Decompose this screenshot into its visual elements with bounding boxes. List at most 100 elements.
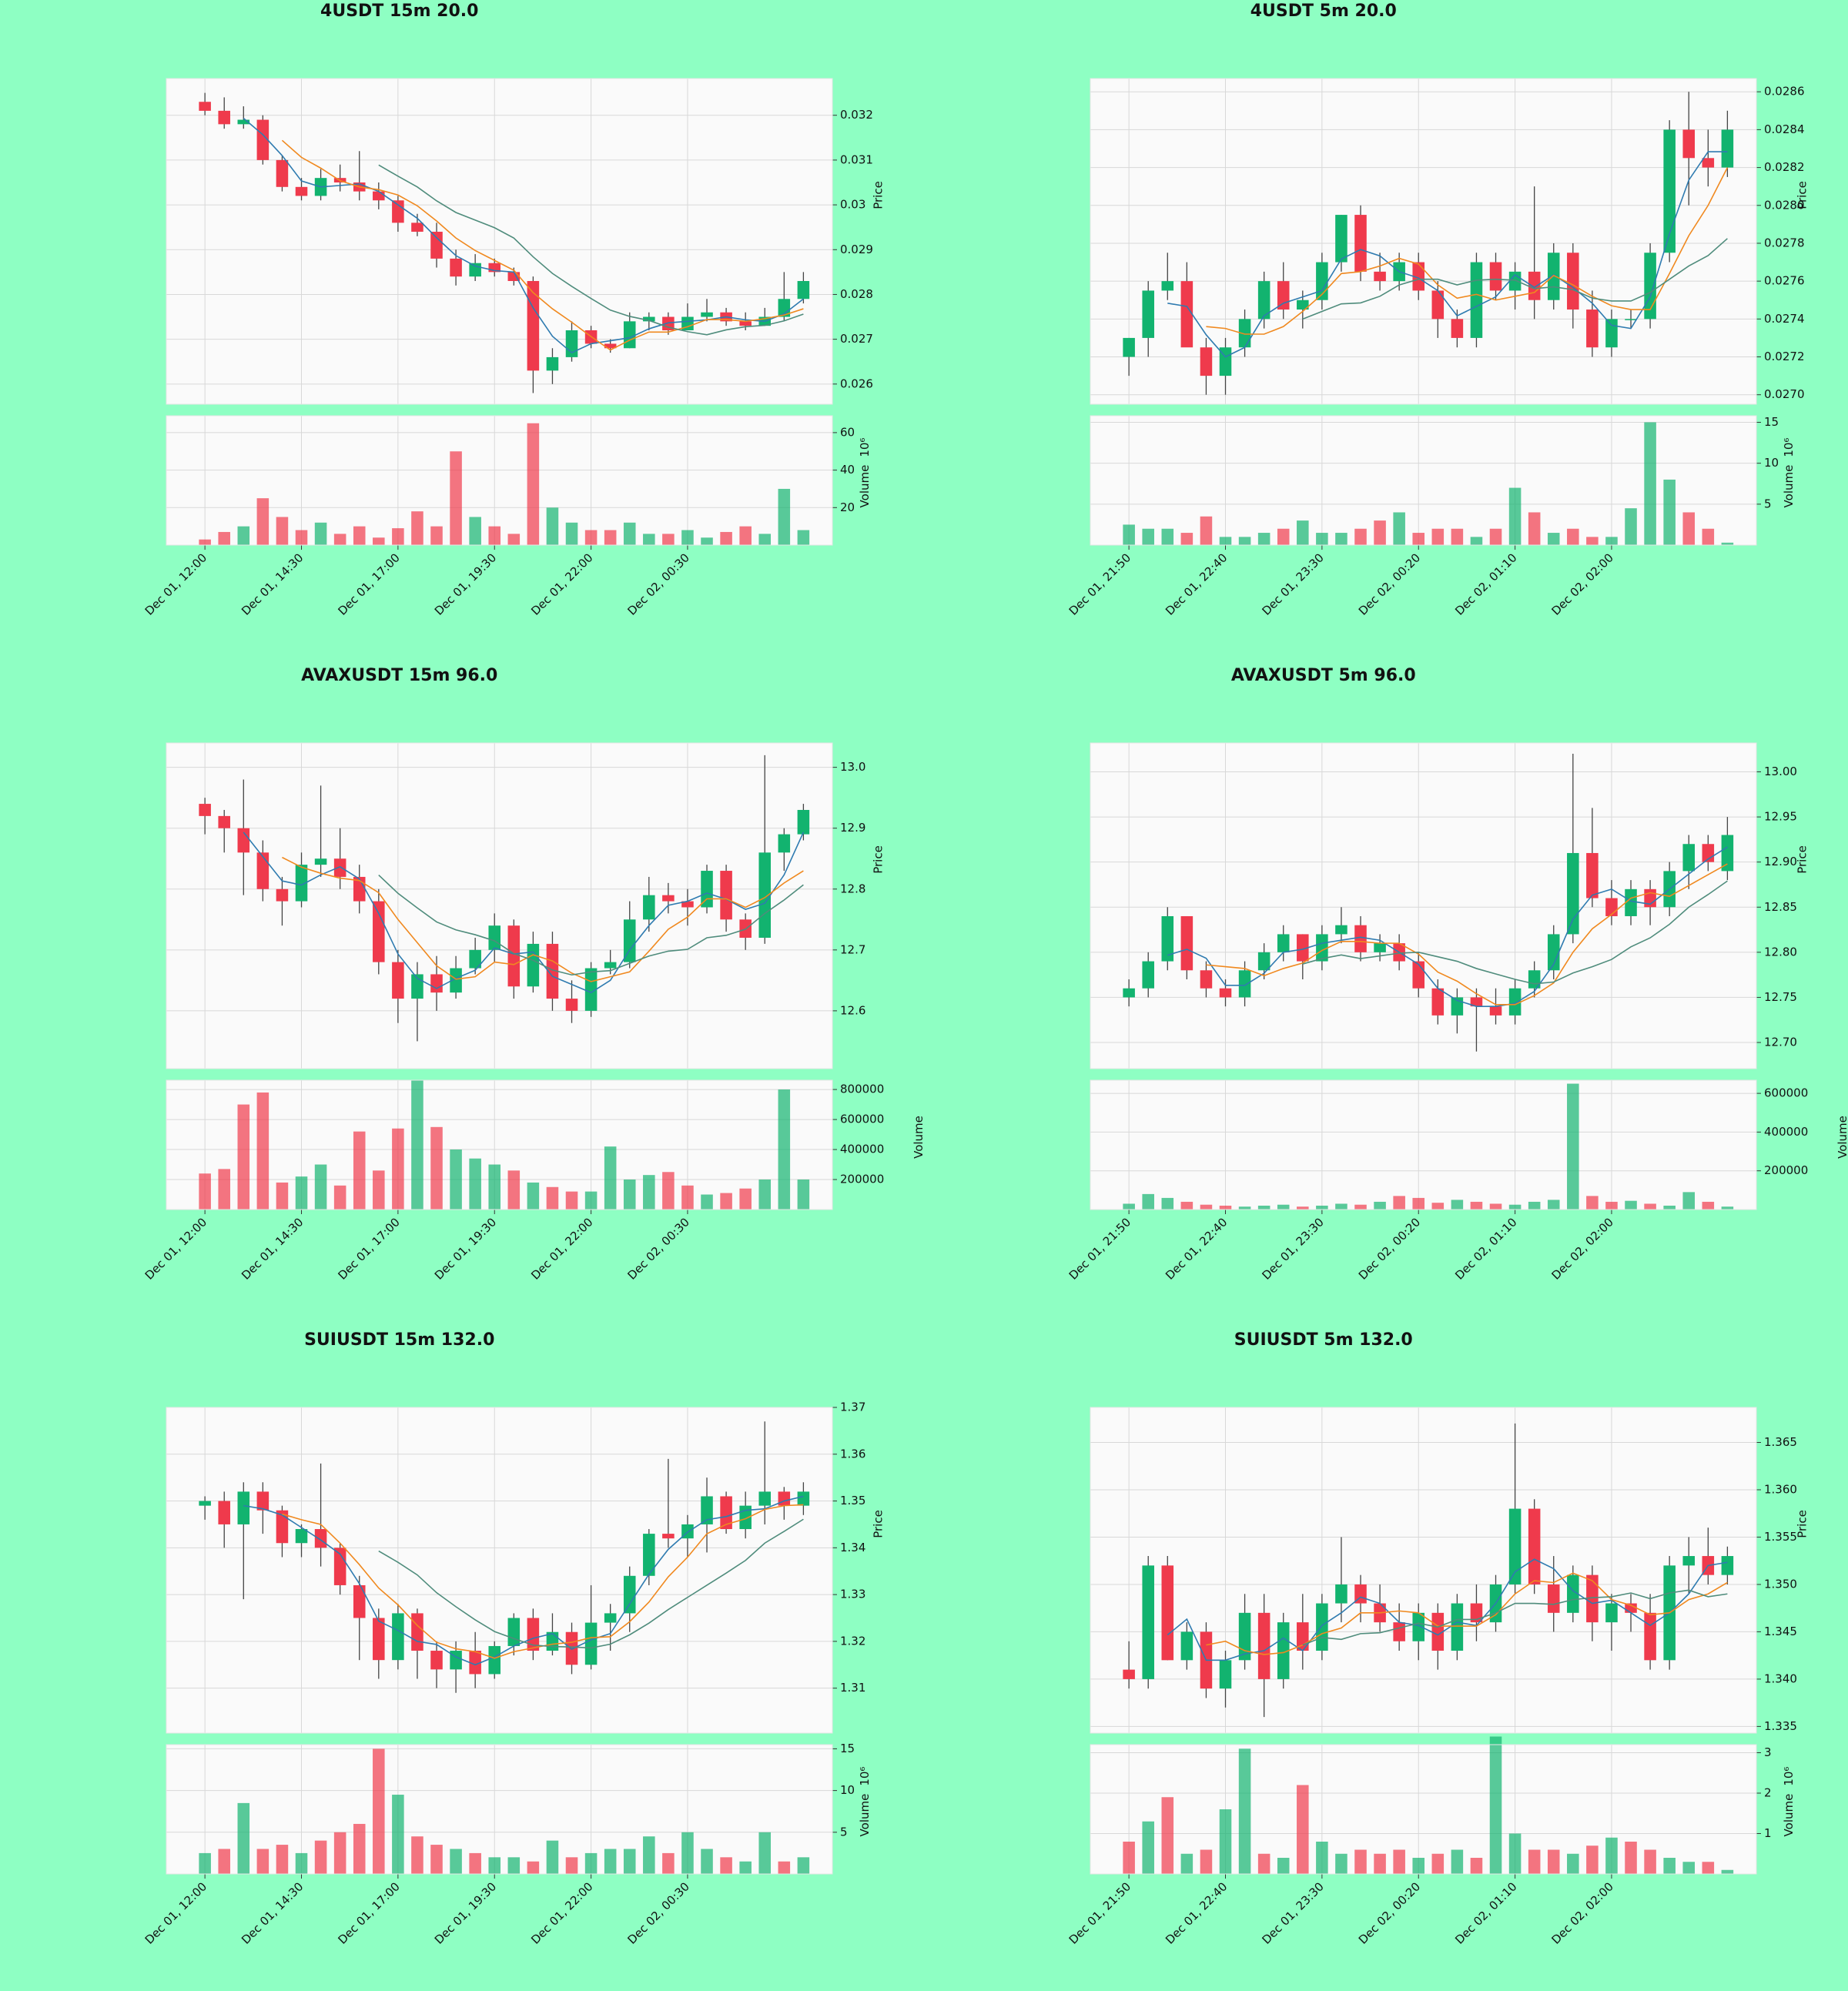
- candle-body: [739, 321, 752, 326]
- moving-average-line: [1167, 151, 1728, 358]
- volume-bar: [1431, 1203, 1445, 1210]
- volume-bar: [1682, 512, 1696, 545]
- candle-body: [1702, 158, 1715, 168]
- volume-bar: [237, 1802, 250, 1874]
- moving-average-line: [281, 139, 804, 351]
- volume-bar: [199, 539, 211, 545]
- volume-bar: [720, 1193, 732, 1210]
- volume-bar: [1297, 1785, 1309, 1874]
- y-tick-label: 0.027: [840, 332, 873, 346]
- volume-bar: [1123, 524, 1135, 545]
- volume-bar: [527, 1182, 540, 1210]
- volume-axis-label: Volume 10⁶: [858, 1767, 872, 1837]
- y-tick-label: 800000: [840, 1083, 884, 1096]
- volume-bar: [1663, 1858, 1676, 1874]
- x-tick-label: Dec 02, 00:30: [625, 1215, 692, 1282]
- candle-body: [1682, 129, 1696, 159]
- y-tick-label: 0.0282: [1764, 160, 1805, 174]
- candle-body: [1316, 934, 1328, 962]
- candle-body: [1257, 952, 1270, 971]
- candle-body: [1625, 888, 1637, 916]
- y-tick-label: 60: [840, 425, 855, 439]
- volume-bar: [276, 517, 289, 545]
- candle-body: [1682, 844, 1696, 872]
- price-panel: [166, 79, 832, 404]
- volume-bar: [527, 423, 540, 545]
- x-tick-label: Dec 01, 21:50: [1066, 1879, 1133, 1946]
- volume-bar: [797, 1857, 810, 1874]
- volume-bar: [1547, 1849, 1560, 1874]
- volume-bar: [333, 1832, 346, 1874]
- candle-body: [681, 901, 694, 908]
- candle-body: [1161, 281, 1174, 291]
- candle-body: [1180, 281, 1194, 348]
- volume-panel: [1090, 416, 1756, 545]
- volume-bar: [681, 530, 694, 545]
- volume-bar: [373, 1748, 385, 1874]
- volume-bar: [333, 1185, 346, 1210]
- candle-body: [1567, 253, 1579, 310]
- price-panel: [1090, 743, 1756, 1069]
- y-tick-label: 0.0276: [1764, 274, 1805, 288]
- x-tick-label: Dec 02, 00:20: [1356, 1215, 1423, 1282]
- y-tick-label: 12.95: [1764, 810, 1797, 824]
- volume-bar: [199, 1173, 211, 1210]
- y-tick-label: 0.0280: [1764, 198, 1805, 212]
- candle-body: [237, 119, 250, 125]
- candle-body: [1123, 337, 1135, 357]
- volume-axis-label: Volume 10⁶: [1782, 438, 1796, 508]
- volume-bar: [1297, 1206, 1309, 1210]
- volume-bar: [584, 1191, 598, 1210]
- y-tick-label: 12.90: [1764, 855, 1797, 868]
- volume-bar: [1721, 542, 1734, 545]
- volume-bar: [1142, 1821, 1154, 1874]
- candle-body: [1431, 988, 1445, 1016]
- candle-body: [256, 1491, 270, 1511]
- volume-axis-label: Volume 10⁶: [858, 438, 872, 508]
- price-panel: [1090, 1407, 1756, 1733]
- volume-bar: [739, 1861, 752, 1874]
- y-tick-label: 0.0270: [1764, 387, 1805, 401]
- volume-bar: [1412, 533, 1425, 545]
- volume-bar: [623, 1180, 636, 1210]
- volume-axis-label: Volume 10⁶: [1782, 1767, 1796, 1837]
- candle-body: [1528, 1508, 1541, 1584]
- candle-body: [1200, 347, 1213, 376]
- candle-body: [1721, 1556, 1734, 1575]
- volume-bar: [488, 1857, 501, 1874]
- moving-average-line: [1206, 863, 1728, 1006]
- volume-axis-label: Volume: [1836, 1116, 1848, 1159]
- candle-body: [1470, 262, 1483, 338]
- candle-body: [430, 231, 443, 259]
- candle-body: [778, 834, 791, 853]
- volume-bar: [758, 1180, 772, 1210]
- candle-body: [701, 1496, 713, 1524]
- volume-bar: [604, 1146, 617, 1210]
- candle-body: [1142, 290, 1154, 338]
- volume-bar: [1605, 537, 1618, 545]
- candle-body: [623, 919, 636, 962]
- volume-bar: [1625, 508, 1637, 545]
- candle-body: [778, 299, 791, 317]
- y-tick-label: 13.00: [1764, 765, 1797, 778]
- moving-average-line: [1302, 880, 1728, 985]
- price-frame: [166, 78, 833, 405]
- y-tick-label: 0.0274: [1764, 312, 1805, 326]
- candle-body: [1605, 898, 1618, 916]
- candle-body: [373, 1618, 385, 1661]
- x-tick-label: Dec 01, 17:00: [335, 1879, 402, 1946]
- volume-bar: [450, 1149, 462, 1210]
- candle-body: [1663, 129, 1676, 253]
- y-tick-label: 0.0284: [1764, 122, 1805, 136]
- y-tick-label: 5: [840, 1825, 848, 1839]
- y-tick-label: 0.0272: [1764, 350, 1805, 363]
- volume-bar: [1586, 1196, 1599, 1210]
- volume-bar: [1238, 537, 1251, 545]
- volume-bar: [1625, 1200, 1637, 1210]
- volume-bar: [1644, 1203, 1656, 1210]
- y-tick-label: 600000: [840, 1113, 884, 1126]
- volume-bar: [314, 1840, 327, 1874]
- volume-bar: [218, 531, 230, 545]
- volume-bar: [701, 537, 713, 545]
